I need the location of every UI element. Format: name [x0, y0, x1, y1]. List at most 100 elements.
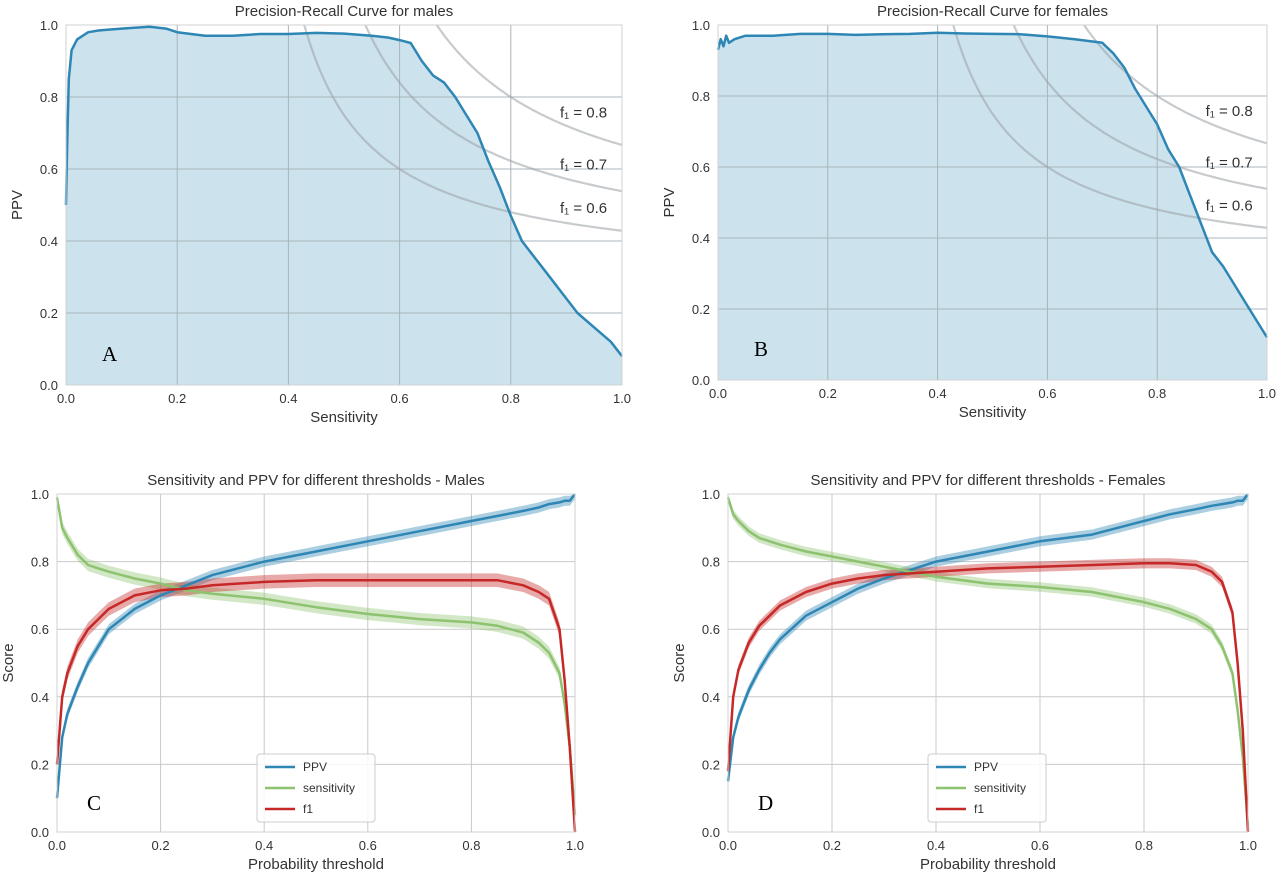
y-tick-label: 0.4 [31, 690, 49, 705]
y-tick-label: 0.4 [702, 690, 720, 705]
legend-label-sensitivity: sensitivity [974, 781, 1026, 795]
iso-f1-curve [1083, 25, 1267, 145]
legend-label-f1: f1 [974, 802, 984, 816]
x-tick-label: 0.2 [819, 386, 837, 401]
x-tick-label: 0.0 [48, 838, 66, 853]
x-tick-label: 0.6 [1031, 838, 1049, 853]
x-tick-label: 0.0 [719, 838, 737, 853]
y-tick-label: 0.2 [31, 757, 49, 772]
iso-f1-curves [952, 25, 1267, 229]
series-line-PPV [55, 493, 576, 799]
panel-a: f₁ = 0.8 f₁ = 0.7 f₁ = 0.6 0.0 0.2 0.4 0.6 0.8 1… [9, 3, 631, 426]
legend-box [927, 753, 1047, 823]
y-axis-label: PPV [661, 187, 678, 217]
y-tick-label: 1.0 [702, 487, 720, 502]
y-tick-label: 0.8 [31, 555, 49, 570]
panel-letter: D [758, 791, 773, 815]
pr-area-fill [66, 26, 622, 386]
x-tick-label: 1.0 [566, 838, 584, 853]
panel-letter: B [754, 337, 768, 361]
x-tick-label: 0.2 [823, 838, 841, 853]
iso-f1-label: f₁ = 0.7 [1206, 154, 1253, 171]
legend: PPV sensitivity f1 [927, 753, 1047, 823]
plot-frame [65, 24, 623, 386]
x-axis-label: Probability threshold [920, 856, 1056, 873]
x-axis-label: Sensitivity [959, 404, 1027, 421]
y-tick-label: 0.2 [40, 306, 58, 321]
panel-b: f₁ = 0.8 f₁ = 0.7 f₁ = 0.6 0.0 0.2 0.4 0.6 0.8 1… [661, 3, 1276, 421]
chart-title: Precision-Recall Curve for females [877, 3, 1108, 20]
iso-f1-curve [952, 25, 1267, 229]
series-line-f1 [726, 562, 1250, 833]
x-tick-label: 0.8 [462, 838, 480, 853]
plot-frame [56, 493, 576, 833]
chart-title: Precision-Recall Curve for males [235, 3, 453, 20]
legend-label-f1: f1 [303, 802, 313, 816]
panel-d: 0.0 0.2 0.4 0.6 0.8 1.0 0.0 0.2 0.4 0.6 0.8 1.0 Sens… [671, 472, 1257, 873]
y-tick-label: 0.2 [692, 302, 710, 317]
iso-f1-label: f₁ = 0.8 [1206, 103, 1253, 120]
pr-curve-line [64, 25, 623, 357]
legend-label-PPV: PPV [303, 760, 327, 774]
y-tick-label: 0.6 [40, 162, 58, 177]
legend-label-sensitivity: sensitivity [303, 781, 355, 795]
x-tick-label: 0.8 [1148, 386, 1166, 401]
y-axis-label: PPV [9, 190, 26, 220]
x-tick-label: 0.0 [709, 386, 727, 401]
y-tick-label: 0.8 [692, 89, 710, 104]
x-tick-label: 0.6 [391, 391, 409, 406]
x-tick-label: 0.4 [279, 391, 297, 406]
x-axis-label: Probability threshold [248, 856, 384, 873]
x-tick-label: 0.4 [929, 386, 947, 401]
x-tick-label: 0.2 [168, 391, 186, 406]
y-tick-label: 1.0 [692, 18, 710, 33]
x-tick-label: 0.8 [502, 391, 520, 406]
legend: PPV sensitivity f1 [256, 753, 376, 823]
series-line-PPV [726, 493, 1249, 782]
iso-f1-curve [435, 25, 622, 147]
y-tick-label: 0.0 [692, 373, 710, 388]
iso-f1-label: f₁ = 0.7 [560, 156, 607, 173]
x-tick-label: 0.4 [927, 838, 945, 853]
series-line-sensitivity [726, 497, 1250, 826]
panel-letter: C [87, 791, 101, 815]
y-tick-label: 0.6 [692, 160, 710, 175]
series-line-f1 [55, 578, 577, 833]
x-tick-label: 1.0 [1239, 838, 1257, 853]
y-tick-label: 0.2 [702, 757, 720, 772]
iso-f1-label: f₁ = 0.6 [560, 200, 607, 217]
y-tick-label: 1.0 [31, 487, 49, 502]
pr-curve-line [716, 31, 1269, 339]
x-tick-label: 0.8 [1135, 838, 1153, 853]
x-tick-label: 1.0 [1258, 386, 1276, 401]
plot-frame [727, 493, 1249, 833]
x-axis-label: Sensitivity [310, 409, 378, 426]
legend-box [256, 753, 376, 823]
pr-area-fill [718, 32, 1267, 381]
y-tick-label: 0.0 [40, 378, 58, 393]
y-tick-label: 0.4 [40, 234, 58, 249]
x-tick-label: 0.6 [359, 838, 377, 853]
series-line-sensitivity [55, 497, 577, 816]
series-band-PPV [57, 494, 575, 804]
y-tick-label: 0.0 [31, 825, 49, 840]
x-tick-label: 1.0 [613, 391, 631, 406]
iso-f1-label: f₁ = 0.6 [1206, 197, 1253, 214]
y-tick-label: 0.8 [40, 90, 58, 105]
x-tick-label: 0.4 [255, 838, 273, 853]
panel-c: 0.0 0.2 0.4 0.6 0.8 1.0 0.0 0.2 0.4 0.6 0.8 1.0 Sens… [0, 472, 584, 873]
chart-title: Sensitivity and PPV for different thresh… [147, 472, 484, 489]
y-tick-label: 0.4 [692, 231, 710, 246]
iso-f1-curve [1012, 25, 1267, 190]
y-tick-label: 0.6 [31, 622, 49, 637]
iso-f1-curves [303, 25, 622, 232]
legend-label-PPV: PPV [974, 760, 998, 774]
y-axis-label: Score [671, 643, 688, 682]
iso-f1-curve [364, 25, 622, 193]
x-tick-label: 0.0 [57, 391, 75, 406]
y-tick-label: 0.0 [702, 825, 720, 840]
y-tick-label: 0.8 [702, 555, 720, 570]
y-axis-label: Score [0, 643, 17, 682]
plot-frame [717, 24, 1268, 381]
